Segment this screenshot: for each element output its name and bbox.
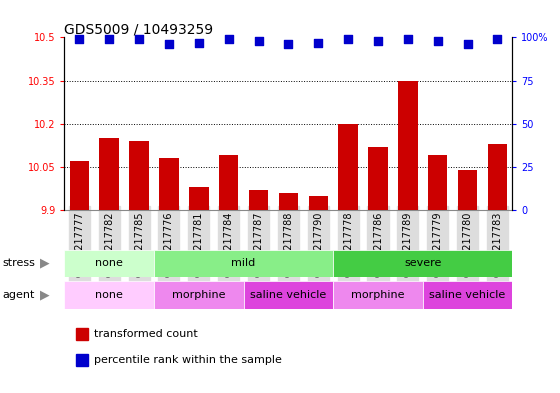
Bar xyxy=(244,281,333,309)
Bar xyxy=(189,187,208,210)
Bar xyxy=(458,170,477,210)
Point xyxy=(344,36,353,42)
Bar xyxy=(154,250,333,277)
Bar xyxy=(249,190,268,210)
Text: agent: agent xyxy=(3,290,35,300)
Point xyxy=(403,36,412,42)
Bar xyxy=(423,281,512,309)
Bar xyxy=(428,156,447,210)
Bar xyxy=(333,281,423,309)
Point xyxy=(75,36,84,42)
Text: morphine: morphine xyxy=(172,290,226,300)
Point xyxy=(284,41,293,48)
Bar xyxy=(279,193,298,210)
Bar xyxy=(488,144,507,210)
Point xyxy=(374,38,382,44)
Text: none: none xyxy=(95,290,123,300)
Bar xyxy=(154,281,244,309)
Bar xyxy=(69,161,89,210)
Text: saline vehicle: saline vehicle xyxy=(250,290,326,300)
Point xyxy=(224,36,233,42)
Bar xyxy=(219,156,239,210)
Bar xyxy=(64,281,154,309)
Bar xyxy=(64,250,154,277)
Text: stress: stress xyxy=(3,258,36,268)
Text: morphine: morphine xyxy=(351,290,405,300)
Bar xyxy=(398,81,418,210)
Point xyxy=(463,41,472,48)
Text: transformed count: transformed count xyxy=(94,329,197,339)
Point xyxy=(105,36,114,42)
Text: none: none xyxy=(95,258,123,268)
Point xyxy=(134,36,143,42)
Text: ▶: ▶ xyxy=(40,257,50,270)
Point xyxy=(254,38,263,44)
Text: saline vehicle: saline vehicle xyxy=(430,290,506,300)
Bar xyxy=(76,354,88,366)
Point xyxy=(194,39,203,46)
Text: ▶: ▶ xyxy=(40,288,50,301)
Point xyxy=(165,41,174,48)
Bar xyxy=(368,147,388,210)
Bar xyxy=(309,196,328,210)
Text: GDS5009 / 10493259: GDS5009 / 10493259 xyxy=(64,22,213,36)
Bar xyxy=(76,328,88,340)
Bar xyxy=(333,250,512,277)
Point xyxy=(314,39,323,46)
Bar xyxy=(338,124,358,210)
Text: percentile rank within the sample: percentile rank within the sample xyxy=(94,355,281,365)
Text: mild: mild xyxy=(231,258,256,268)
Point xyxy=(493,36,502,42)
Bar xyxy=(129,141,149,210)
Text: severe: severe xyxy=(404,258,441,268)
Bar xyxy=(159,158,179,210)
Point xyxy=(433,38,442,44)
Bar xyxy=(100,138,119,210)
